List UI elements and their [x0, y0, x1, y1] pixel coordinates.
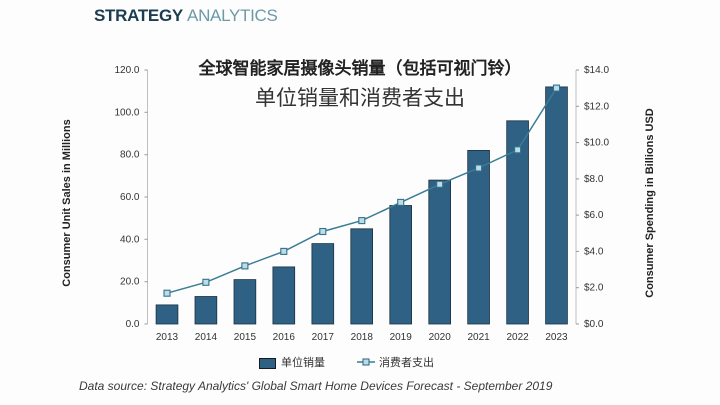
svg-text:$6.0: $6.0	[584, 210, 604, 221]
svg-text:2019: 2019	[390, 332, 413, 343]
svg-text:80.0: 80.0	[120, 150, 140, 161]
svg-text:$12.0: $12.0	[584, 101, 609, 112]
svg-text:$4.0: $4.0	[584, 246, 604, 257]
svg-text:100.0: 100.0	[114, 107, 139, 118]
svg-text:$0.0: $0.0	[584, 319, 604, 330]
svg-text:2016: 2016	[273, 332, 296, 343]
svg-text:2018: 2018	[351, 332, 374, 343]
svg-text:2015: 2015	[234, 332, 257, 343]
svg-text:0.0: 0.0	[126, 319, 140, 330]
svg-text:40.0: 40.0	[120, 234, 140, 245]
svg-text:2014: 2014	[195, 332, 218, 343]
svg-text:2017: 2017	[312, 332, 335, 343]
svg-text:60.0: 60.0	[120, 192, 140, 203]
svg-text:120.0: 120.0	[114, 65, 139, 76]
svg-text:2022: 2022	[506, 332, 529, 343]
svg-text:$10.0: $10.0	[584, 138, 609, 149]
svg-text:20.0: 20.0	[120, 277, 140, 288]
svg-text:2021: 2021	[467, 332, 490, 343]
svg-text:$14.0: $14.0	[584, 65, 609, 76]
svg-text:$8.0: $8.0	[584, 174, 604, 185]
svg-text:$2.0: $2.0	[584, 283, 604, 294]
svg-text:2023: 2023	[545, 332, 568, 343]
svg-text:2013: 2013	[156, 332, 179, 343]
svg-text:2020: 2020	[429, 332, 452, 343]
